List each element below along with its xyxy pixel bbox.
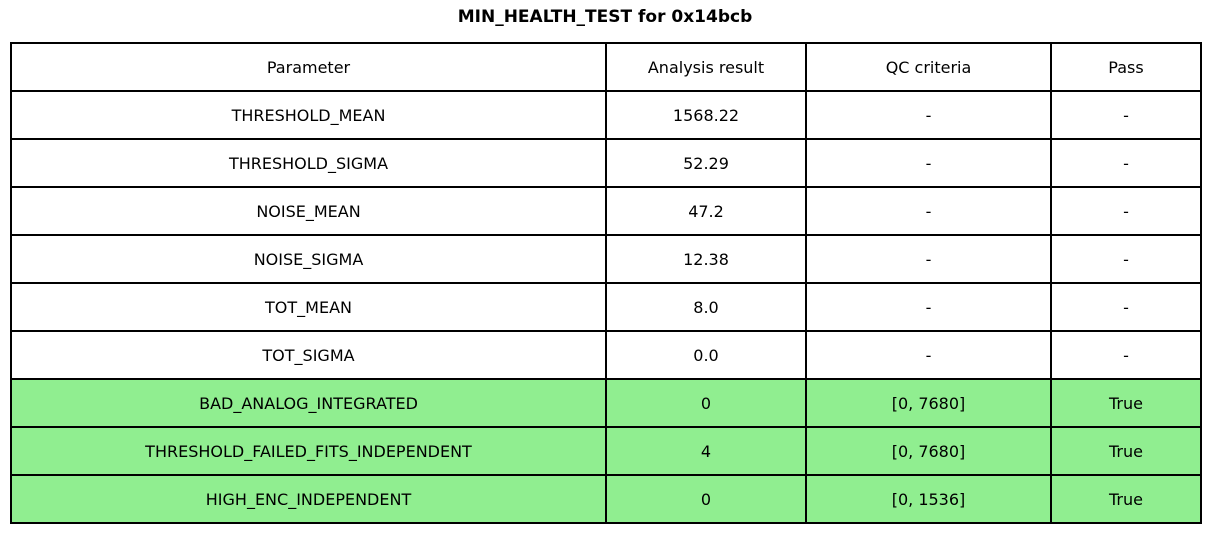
cell-analysis-result: 8.0 [605, 282, 807, 332]
cell-pass: - [1050, 330, 1202, 380]
cell-parameter: NOISE_MEAN [10, 186, 607, 236]
cell-pass: True [1050, 474, 1202, 524]
cell-parameter: THRESHOLD_SIGMA [10, 138, 607, 188]
column-header-pass: Pass [1050, 42, 1202, 92]
table-header: Parameter Analysis result QC criteria Pa… [10, 42, 1202, 92]
cell-pass: - [1050, 138, 1202, 188]
cell-analysis-result: 4 [605, 426, 807, 476]
table-row: TOT_SIGMA 0.0 - - [10, 330, 1202, 380]
figure-title: MIN_HEALTH_TEST for 0x14bcb [457, 7, 753, 27]
cell-pass: True [1050, 378, 1202, 428]
cell-parameter: BAD_ANALOG_INTEGRATED [10, 378, 607, 428]
table-row: THRESHOLD_SIGMA 52.29 - - [10, 138, 1202, 188]
column-header-qc-criteria: QC criteria [805, 42, 1052, 92]
cell-qc-criteria: - [805, 330, 1052, 380]
cell-pass: - [1050, 186, 1202, 236]
cell-analysis-result: 12.38 [605, 234, 807, 284]
table-row: NOISE_MEAN 47.2 - - [10, 186, 1202, 236]
cell-qc-criteria: - [805, 234, 1052, 284]
header-row: Parameter Analysis result QC criteria Pa… [10, 42, 1202, 92]
cell-parameter: TOT_SIGMA [10, 330, 607, 380]
table-row: HIGH_ENC_INDEPENDENT 0 [0, 1536] True [10, 474, 1202, 524]
cell-analysis-result: 52.29 [605, 138, 807, 188]
cell-qc-criteria: [0, 7680] [805, 378, 1052, 428]
cell-pass: - [1050, 234, 1202, 284]
cell-pass: - [1050, 90, 1202, 140]
cell-parameter: NOISE_SIGMA [10, 234, 607, 284]
table-body: THRESHOLD_MEAN 1568.22 - - THRESHOLD_SIG… [10, 90, 1202, 524]
table-row: TOT_MEAN 8.0 - - [10, 282, 1202, 332]
cell-analysis-result: 1568.22 [605, 90, 807, 140]
cell-analysis-result: 0 [605, 474, 807, 524]
column-header-parameter: Parameter [10, 42, 607, 92]
cell-qc-criteria: - [805, 186, 1052, 236]
cell-qc-criteria: - [805, 282, 1052, 332]
cell-pass: - [1050, 282, 1202, 332]
cell-parameter: TOT_MEAN [10, 282, 607, 332]
cell-parameter: THRESHOLD_FAILED_FITS_INDEPENDENT [10, 426, 607, 476]
cell-qc-criteria: - [805, 138, 1052, 188]
cell-analysis-result: 0.0 [605, 330, 807, 380]
cell-parameter: HIGH_ENC_INDEPENDENT [10, 474, 607, 524]
cell-analysis-result: 47.2 [605, 186, 807, 236]
table-row: BAD_ANALOG_INTEGRATED 0 [0, 7680] True [10, 378, 1202, 428]
column-header-analysis-result: Analysis result [605, 42, 807, 92]
cell-parameter: THRESHOLD_MEAN [10, 90, 607, 140]
table-row: NOISE_SIGMA 12.38 - - [10, 234, 1202, 284]
cell-qc-criteria: [0, 7680] [805, 426, 1052, 476]
cell-qc-criteria: [0, 1536] [805, 474, 1052, 524]
table-row: THRESHOLD_FAILED_FITS_INDEPENDENT 4 [0, … [10, 426, 1202, 476]
table-row: THRESHOLD_MEAN 1568.22 - - [10, 90, 1202, 140]
cell-analysis-result: 0 [605, 378, 807, 428]
health-test-table: Parameter Analysis result QC criteria Pa… [10, 42, 1202, 524]
cell-pass: True [1050, 426, 1202, 476]
cell-qc-criteria: - [805, 90, 1052, 140]
